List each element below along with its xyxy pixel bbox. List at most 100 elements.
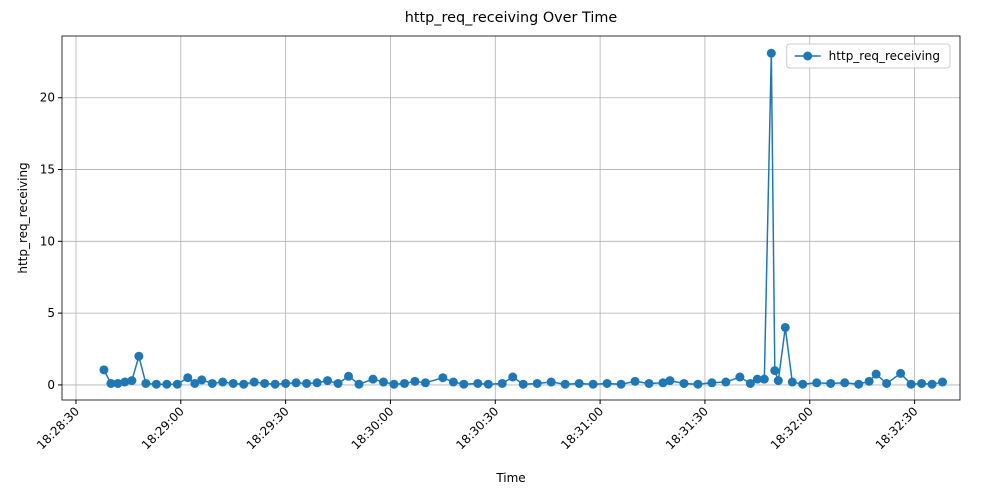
data-point (106, 378, 116, 388)
data-point (917, 378, 927, 388)
data-point (745, 378, 755, 388)
data-point (399, 378, 409, 388)
y-axis-label: http_req_receiving (16, 162, 30, 273)
x-tick-label: 18:28:30 (34, 404, 82, 452)
y-tick-label: 20 (40, 91, 55, 105)
data-point (871, 369, 881, 379)
data-point (766, 48, 776, 58)
data-point (927, 379, 937, 389)
data-point (228, 378, 238, 388)
data-point (113, 378, 123, 388)
data-point (354, 379, 364, 389)
data-point (378, 377, 388, 387)
data-point (773, 376, 783, 386)
data-point (693, 379, 703, 389)
data-point (323, 376, 333, 386)
x-tick-label: 18:29:00 (139, 404, 187, 452)
data-point (759, 374, 769, 384)
y-tick-label: 0 (47, 378, 55, 392)
data-point (588, 379, 598, 389)
x-tick-label: 18:30:30 (453, 404, 501, 452)
data-point (162, 379, 172, 389)
y-tick-label: 10 (40, 234, 55, 248)
chart-title: http_req_receiving Over Time (405, 10, 618, 26)
data-point (532, 378, 542, 388)
data-point (882, 378, 892, 388)
data-point (420, 378, 430, 388)
data-point (368, 374, 378, 384)
data-point (665, 376, 675, 386)
data-point (260, 378, 270, 388)
data-point (770, 366, 780, 376)
data-point (826, 378, 836, 388)
data-point (281, 378, 291, 388)
data-point (120, 377, 130, 387)
data-point (896, 368, 906, 378)
data-point (448, 377, 458, 387)
data-point (679, 378, 689, 388)
x-tick-label: 18:32:30 (873, 404, 921, 452)
data-point (99, 365, 109, 375)
y-tick-label: 15 (40, 163, 55, 177)
data-point (798, 379, 808, 389)
plot-frame (61, 35, 961, 401)
x-tick-label: 18:31:00 (558, 404, 606, 452)
data-point (249, 377, 259, 387)
data-point (410, 376, 420, 386)
x-tick-label: 18:32:00 (768, 404, 816, 452)
data-point (333, 378, 343, 388)
x-tick-label: 18:31:30 (663, 404, 711, 452)
data-point (190, 378, 200, 388)
data-point (840, 378, 850, 388)
data-point (239, 379, 249, 389)
data-point (508, 372, 518, 382)
data-point (574, 378, 584, 388)
data-point (780, 322, 790, 332)
data-point (906, 379, 916, 389)
legend-box (786, 43, 951, 69)
data-point (787, 377, 797, 387)
data-point (438, 373, 448, 383)
data-point (518, 379, 528, 389)
data-point (459, 379, 469, 389)
legend-label: http_req_receiving (829, 49, 940, 63)
data-point (560, 379, 570, 389)
legend-marker (803, 51, 813, 61)
data-point (546, 377, 556, 387)
x-tick-label: 18:29:30 (244, 404, 292, 452)
data-point (658, 378, 668, 388)
data-point (630, 376, 640, 386)
data-point (197, 375, 207, 385)
data-point (938, 377, 948, 387)
data-point (312, 378, 322, 388)
data-point (483, 379, 493, 389)
data-point (735, 372, 745, 382)
data-point (602, 378, 612, 388)
data-point (854, 379, 864, 389)
x-tick-label: 18:30:00 (349, 404, 397, 452)
data-point (291, 378, 301, 388)
data-point (134, 351, 144, 361)
data-point (644, 378, 654, 388)
y-tick-label: 5 (47, 306, 55, 320)
data-point (497, 378, 507, 388)
data-point (812, 378, 822, 388)
legend: http_req_receiving (786, 43, 951, 69)
data-point (172, 379, 182, 389)
data-point (752, 374, 762, 384)
data-point (151, 379, 161, 389)
data-point (344, 371, 354, 381)
data-point (302, 378, 312, 388)
data-line (103, 53, 943, 386)
data-point (864, 376, 874, 386)
data-point (473, 378, 483, 388)
data-point (616, 379, 626, 389)
data-point (207, 378, 217, 388)
x-axis-label: Time (495, 471, 525, 485)
data-point (141, 378, 151, 388)
data-point (721, 377, 731, 387)
data-point (389, 379, 399, 389)
data-point (183, 373, 193, 383)
data-point (127, 376, 137, 386)
